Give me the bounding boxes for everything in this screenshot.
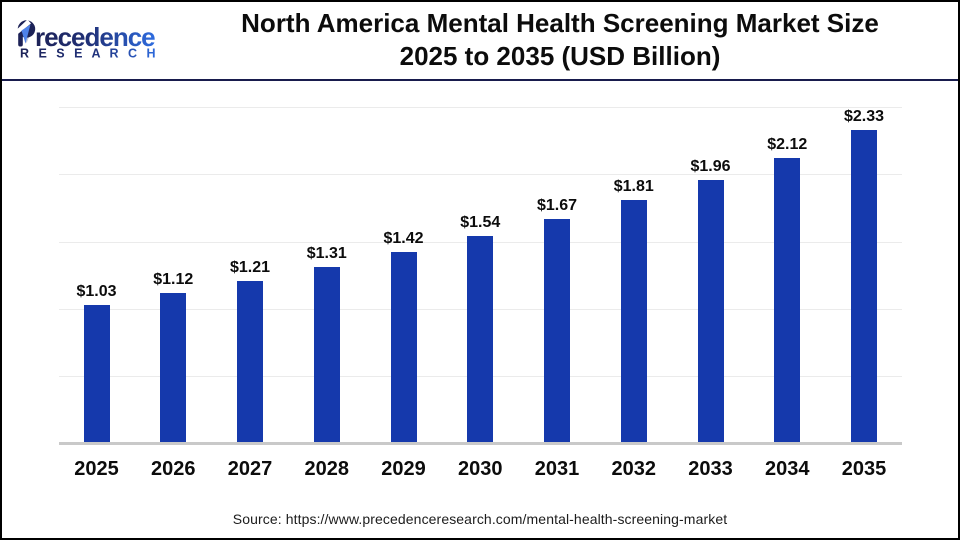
- chart-title-line1: North America Mental Health Screening Ma…: [241, 8, 879, 38]
- x-label-2026: 2026: [151, 458, 196, 480]
- value-label-2034: $2.12: [767, 136, 808, 154]
- bar-2035: [851, 129, 877, 444]
- logo-sub-text: R E S E A R C H: [20, 47, 159, 61]
- bar-2033: [697, 179, 724, 444]
- bar-2030: [467, 236, 494, 444]
- gridline: [58, 107, 902, 108]
- value-label-2033: $1.96: [690, 157, 731, 175]
- x-label-2034: 2034: [765, 458, 810, 480]
- bar-2027: [237, 280, 263, 444]
- value-label-2028: $1.31: [306, 245, 347, 263]
- bar-2032: [620, 199, 647, 444]
- value-label-2026: $1.12: [153, 270, 194, 288]
- x-label-2028: 2028: [304, 458, 350, 480]
- x-label-2031: 2031: [534, 458, 580, 480]
- chart-title: North America Mental Health Screening Ma…: [162, 7, 958, 73]
- x-label-2035: 2035: [841, 458, 887, 480]
- x-axis-line: [58, 442, 902, 445]
- value-label-2027: $1.21: [229, 258, 271, 276]
- x-label-2025: 2025: [74, 458, 119, 480]
- bar-2028: [313, 267, 340, 444]
- value-label-2035: $2.33: [843, 107, 885, 125]
- bar-2029: [390, 252, 417, 444]
- chart-title-line2: 2025 to 2035 (USD Billion): [399, 41, 721, 71]
- value-label-2032: $1.81: [613, 177, 654, 195]
- x-label-2030: 2030: [458, 458, 503, 480]
- logo-graphic: recedence R E S E A R C H: [12, 19, 159, 61]
- precedence-research-logo: recedence R E S E A R C H: [12, 14, 162, 64]
- bar-2034: [774, 158, 801, 444]
- value-label-2030: $1.54: [460, 214, 501, 232]
- x-label-2027: 2027: [227, 458, 273, 480]
- x-label-2029: 2029: [381, 458, 426, 480]
- source-attribution: Source: https://www.precedenceresearch.c…: [232, 511, 728, 527]
- header-divider: [2, 79, 958, 81]
- gridline: [58, 174, 902, 176]
- logo-p-icon: [12, 19, 36, 47]
- value-label-2031: $1.67: [536, 196, 578, 214]
- bar-2026: [160, 292, 187, 444]
- logo-brand-text: recedence: [35, 22, 155, 52]
- bar-2031: [544, 218, 570, 444]
- bar-2025: [83, 304, 110, 444]
- x-label-2032: 2032: [611, 458, 657, 480]
- value-label-2025: $1.03: [76, 282, 117, 300]
- x-label-2033: 2033: [688, 458, 733, 480]
- value-label-2029: $1.42: [383, 230, 424, 248]
